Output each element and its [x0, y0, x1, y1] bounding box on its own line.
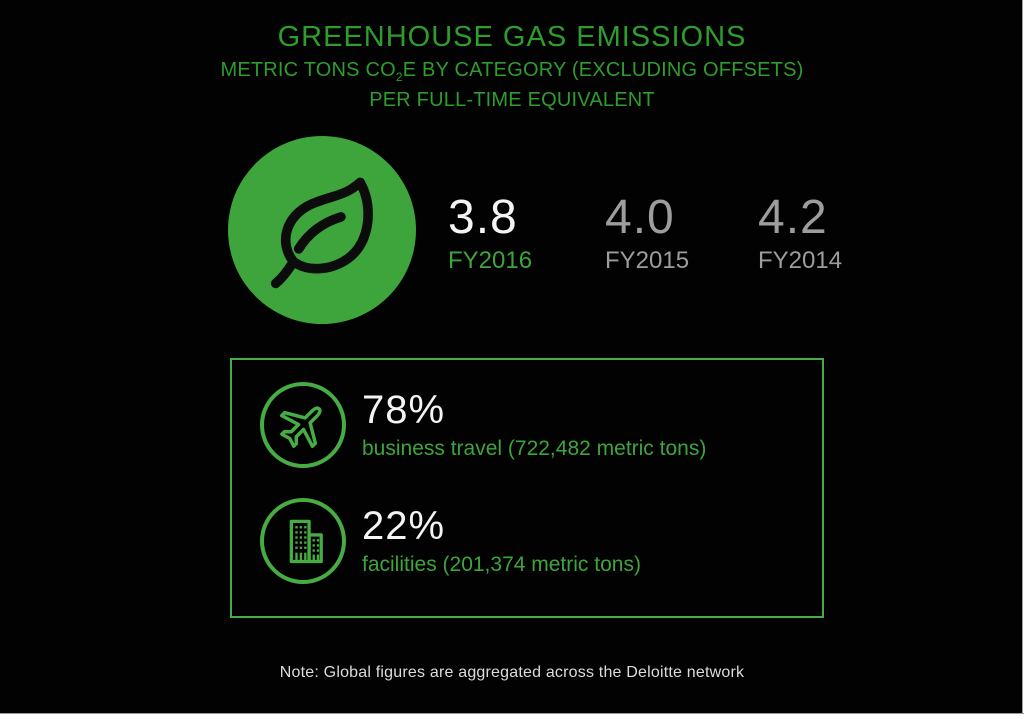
metric-value: 4.0: [605, 191, 675, 244]
airplane-icon: [260, 382, 346, 468]
right-edge-border: [1022, 0, 1024, 719]
breakdown-row-facilities: 22% facilities (201,374 metric tons): [260, 498, 641, 584]
metric-fy2015: 4.0 FY2015: [605, 194, 689, 275]
metric-value: 4.2: [758, 191, 828, 244]
building-icon: [260, 498, 346, 584]
metric-value: 3.8: [448, 191, 518, 244]
breakdown-text: 22% facilities (201,374 metric tons): [362, 506, 641, 577]
breakdown-text: 78% business travel (722,482 metric tons…: [362, 390, 706, 461]
category-label: facilities (201,374 metric tons): [362, 552, 641, 576]
percent-value: 22%: [362, 503, 446, 548]
subtitle-prefix: METRIC TONS CO: [220, 59, 396, 81]
breakdown-row-business-travel: 78% business travel (722,482 metric tons…: [260, 382, 706, 468]
metric-label: FY2016: [448, 247, 533, 274]
page-title: GREENHOUSE GAS EMISSIONS: [277, 21, 747, 53]
bottom-edge-border: [0, 713, 1024, 719]
leaf-icon: [257, 161, 387, 300]
subtitle-line2: PER FULL-TIME EQUIVALENT: [369, 89, 655, 111]
metric-label: FY2014: [758, 247, 843, 274]
subtitle-subscript: 2: [395, 70, 403, 84]
subtitle-line1: METRIC TONS CO2E BY CATEGORY (EXCLUDING …: [0, 59, 1024, 84]
metric-fy2016: 3.8 FY2016: [448, 194, 532, 275]
category-breakdown-box: 78% business travel (722,482 metric tons…: [230, 358, 824, 618]
category-label: business travel (722,482 metric tons): [362, 436, 707, 460]
header: GREENHOUSE GAS EMISSIONS METRIC TONS CO2…: [0, 21, 1024, 112]
metric-label: FY2015: [605, 247, 690, 274]
footer-note: Note: Global figures are aggregated acro…: [279, 664, 745, 681]
leaf-badge: [228, 136, 416, 324]
subtitle-suffix: E BY CATEGORY (EXCLUDING OFFSETS): [402, 59, 804, 81]
yearly-metrics: 3.8 FY2016 4.0 FY2015 4.2 FY2014: [448, 194, 888, 275]
metric-fy2014: 4.2 FY2014: [758, 194, 842, 275]
percent-value: 78%: [362, 387, 446, 432]
